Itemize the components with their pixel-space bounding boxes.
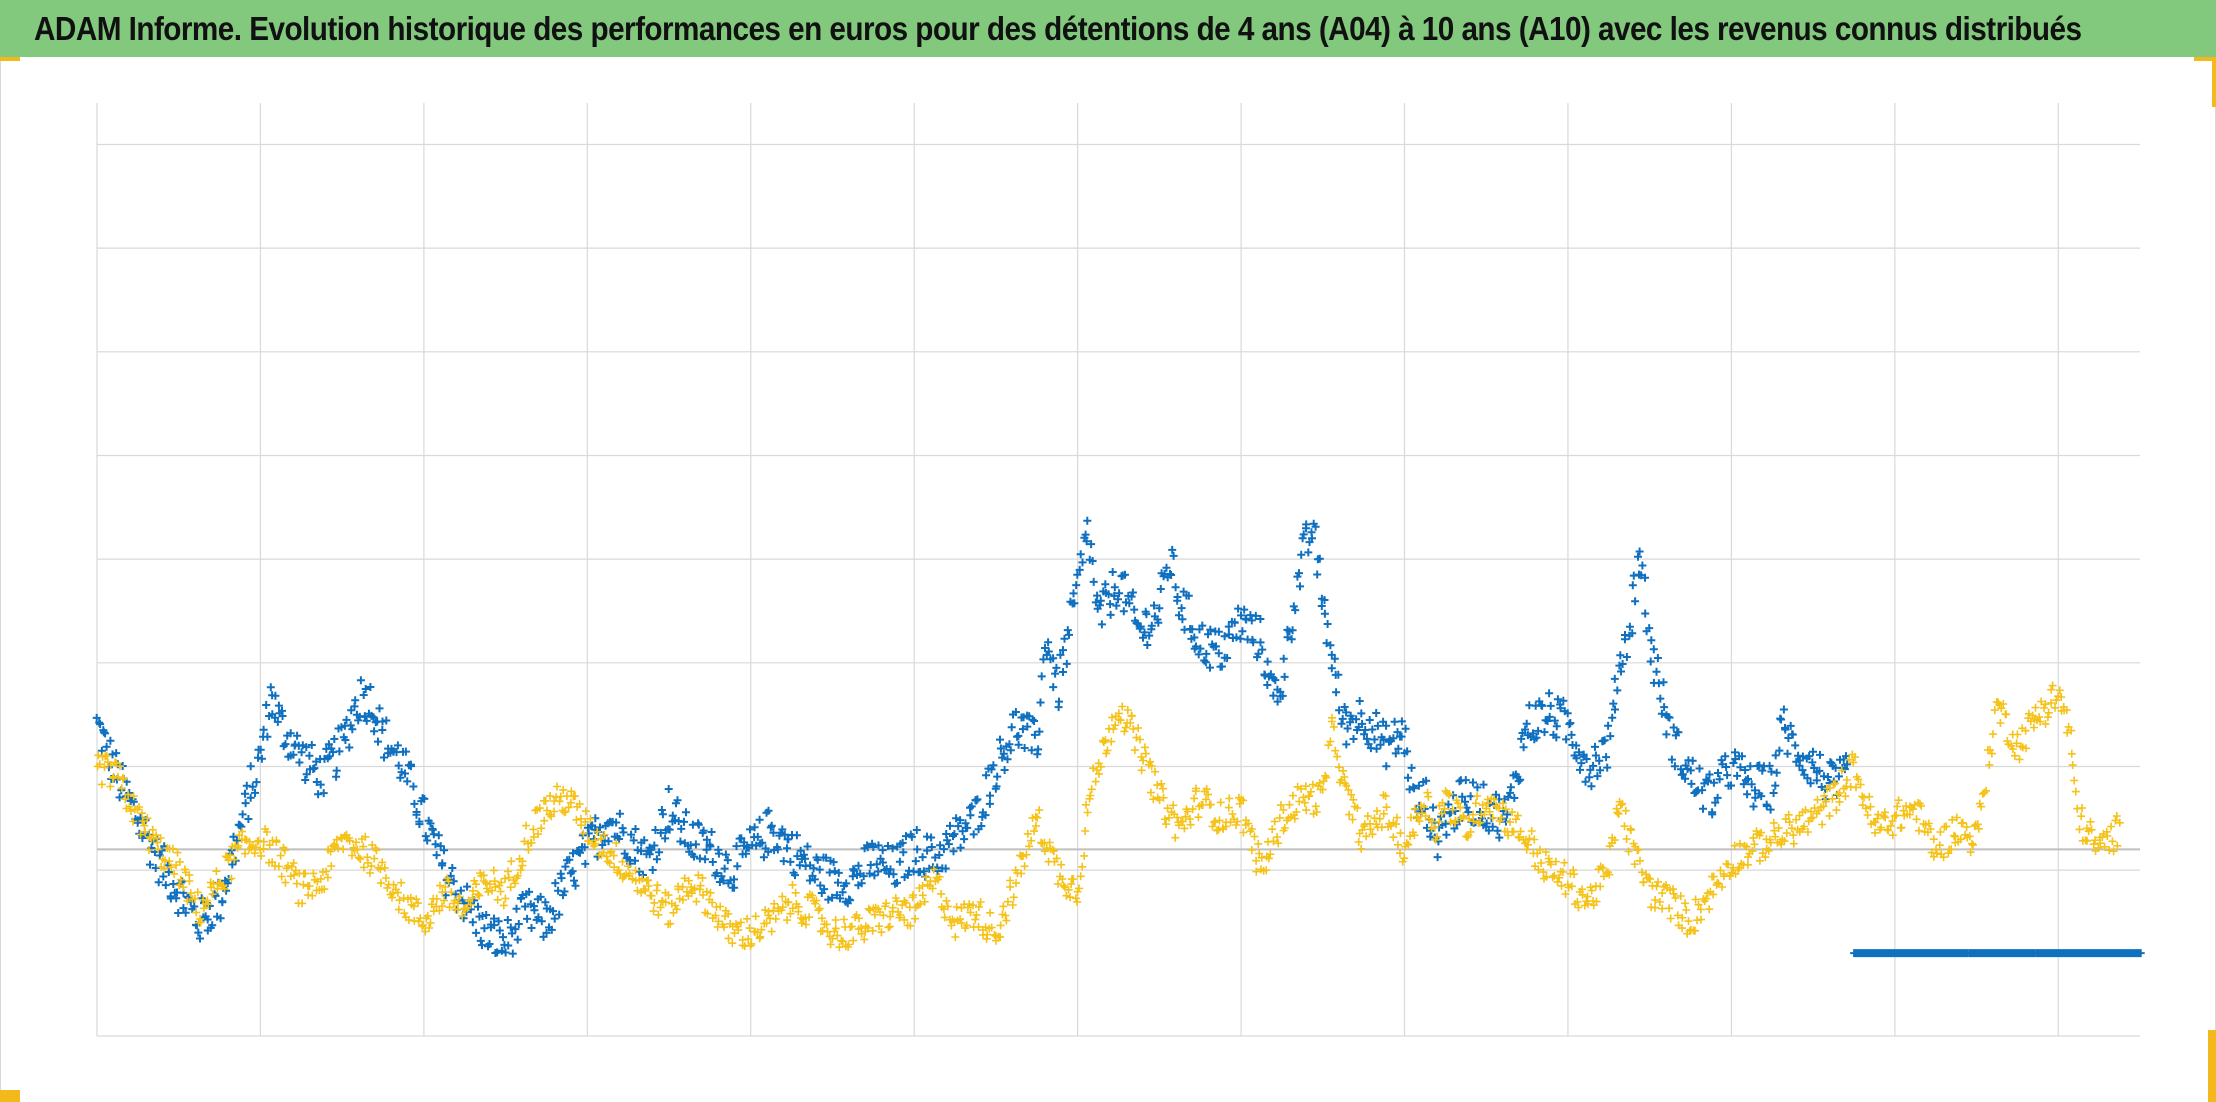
chart-title: ADAM Informe. Evolution historique des p… <box>34 9 2082 47</box>
series-1-markers <box>93 681 2124 952</box>
corner-accent-right-edge <box>2212 57 2216 107</box>
series-0-markers <box>92 516 1852 958</box>
title-bar: ADAM Informe. Evolution historique des p… <box>0 0 2216 57</box>
corner-accent-top-right <box>2194 57 2214 61</box>
corner-accent-top-left <box>0 57 20 61</box>
series-1-plus-markers <box>93 681 2124 952</box>
series-0-plus-markers <box>92 516 1852 958</box>
corner-accent-bottom-left <box>0 1090 20 1102</box>
series-2-plus-markers <box>1850 949 2145 958</box>
corner-accent-bottom-right <box>2208 1030 2216 1102</box>
series-2-markers <box>1850 949 2145 958</box>
